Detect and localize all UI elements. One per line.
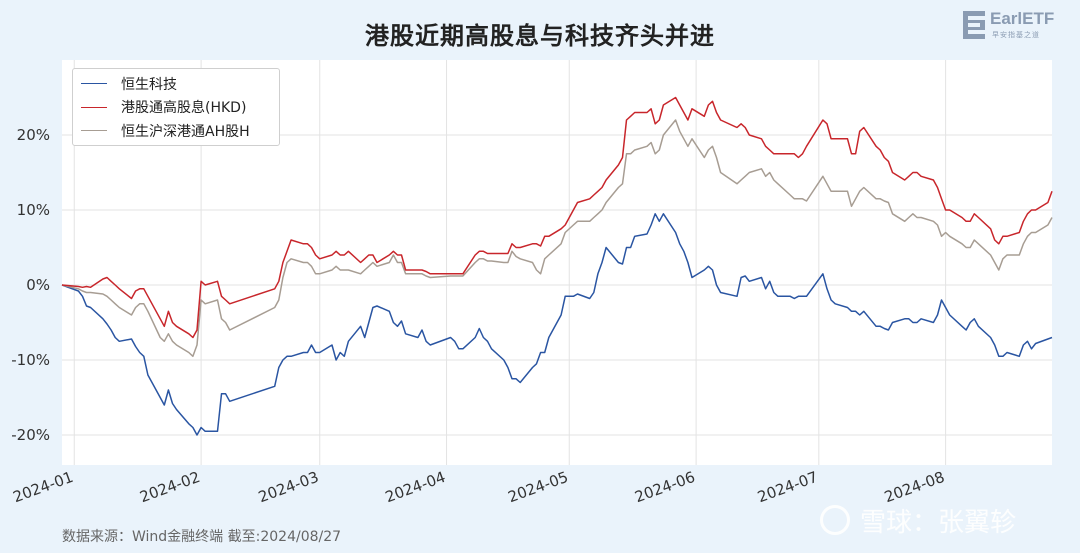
watermark-text: 雪球：张翼轸 — [860, 507, 1017, 538]
x-tick-label: 2024-04 — [383, 468, 448, 506]
y-tick-label: -10% — [11, 351, 50, 369]
x-tick-label: 2024-02 — [137, 468, 202, 506]
series-line-hstech — [61, 213, 1053, 436]
legend-label-high-dividend: 港股通高股息(HKD) — [121, 100, 247, 117]
logo-text: EarlETF — [990, 9, 1055, 28]
y-tick-label: 20% — [17, 126, 50, 144]
legend-swatch-hstech — [81, 83, 107, 85]
logo-mark-icon — [963, 11, 985, 39]
x-axis-ticks: 2024-01 2024-02 2024-03 2024-04 2024-05 2024-… — [11, 468, 947, 506]
y-tick-label: 0% — [26, 276, 50, 294]
legend-item-hstech: 恒生科技 — [81, 72, 271, 96]
series-line-high-dividend — [61, 96, 1053, 339]
legend-swatch-high-dividend — [81, 106, 107, 108]
x-tick-label: 2024-01 — [11, 468, 76, 506]
x-tick-label: 2024-06 — [632, 468, 697, 506]
x-tick-label: 2024-07 — [755, 468, 820, 506]
y-tick-label: 10% — [17, 201, 50, 219]
snowball-logo-icon — [820, 505, 850, 535]
chart-legend: 恒生科技 港股通高股息(HKD) 恒生沪深港通AH股H — [72, 68, 280, 146]
watermark: 雪球：张翼轸 — [820, 500, 1016, 540]
logo-subtext: 早安指基之道 — [992, 31, 1040, 39]
y-tick-label: -20% — [11, 426, 50, 444]
legend-item-ah-h: 恒生沪深港通AH股H — [81, 119, 271, 143]
y-axis-ticks: -20% -10% 0% 10% 20% — [11, 126, 50, 444]
chart-title: 港股近期高股息与科技齐头并进 — [365, 22, 715, 50]
series-line-ah-h — [61, 119, 1053, 358]
x-tick-label: 2024-03 — [256, 468, 321, 506]
legend-swatch-ah-h — [81, 130, 107, 132]
brand-logo: EarlETF 早安指基之道 — [962, 8, 1074, 44]
x-tick-label: 2024-05 — [506, 468, 571, 506]
legend-label-hstech: 恒生科技 — [121, 76, 177, 93]
data-source-note: 数据来源：Wind金融终端 截至:2024/08/27 — [62, 529, 342, 545]
legend-label-ah-h: 恒生沪深港通AH股H — [121, 123, 250, 140]
series-group — [61, 96, 1053, 436]
legend-item-high-dividend: 港股通高股息(HKD) — [81, 96, 271, 120]
